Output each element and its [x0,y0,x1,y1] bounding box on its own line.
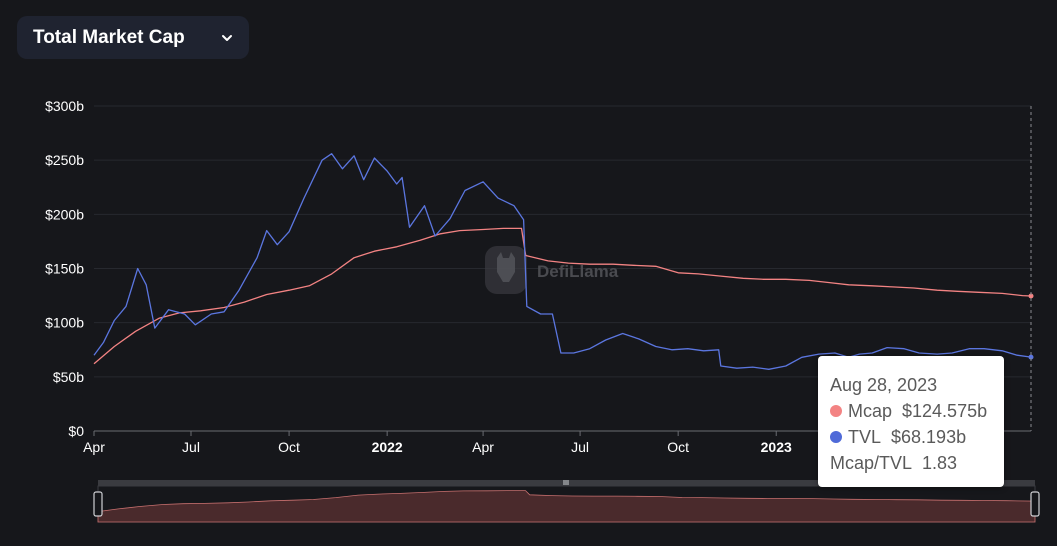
y-tick-label: $300b [45,98,84,114]
x-tick-label: Apr [472,439,494,455]
tooltip-row-tvl: TVL $68.193b [830,424,1004,450]
y-tick-label: $0 [68,423,84,439]
zoom-slider-grip[interactable] [563,480,569,485]
mcap-dot-icon [830,405,842,417]
watermark: DefiLlama [485,246,619,294]
x-tick-label: Jul [571,439,589,455]
y-axis: $0 $50b $100b $150b $200b $250b $300b [45,98,84,439]
y-tick-label: $50b [53,369,84,385]
tooltip-ratio-label: Mcap/TVL [830,453,913,473]
zoom-slider[interactable] [93,480,1040,523]
zoom-slider-handle-right[interactable] [1030,491,1040,517]
tooltip-tvl-label: TVL [848,427,882,447]
y-tick-label: $100b [45,315,84,331]
chart-grid [94,105,1031,378]
series-line-mcap [93,227,1032,365]
tvl-dot-icon [830,431,842,443]
tooltip-mcap-label: Mcap [848,401,893,421]
x-axis: Apr Jul Oct 2022 Apr Jul Oct 2023 [83,431,792,455]
x-tick-label: Oct [278,439,300,455]
x-tick-label: Jul [182,439,200,455]
x-tick-label: Oct [667,439,689,455]
metric-dropdown[interactable]: Total Market Cap [17,16,249,59]
y-tick-label: $150b [45,261,84,277]
metric-dropdown-label: Total Market Cap [33,26,185,48]
x-tick-label: 2023 [761,439,792,455]
tooltip-row-mcap: Mcap $124.575b [830,398,1004,424]
point-marker-tvl [1028,354,1034,360]
tooltip-mcap-value: $124.575b [902,401,988,421]
tooltip-ratio: Mcap/TVL 1.83 [830,450,1004,476]
x-tick-label: Apr [83,439,105,455]
zoom-slider-preview [97,490,1036,523]
point-marker-mcap [1028,293,1034,299]
x-tick-label: 2022 [372,439,403,455]
y-tick-label: $250b [45,152,84,168]
tooltip-ratio-value: 1.83 [922,453,958,473]
chart-tooltip: Aug 28, 2023 Mcap $124.575b TVL $68.193b… [818,356,1004,487]
y-tick-label: $200b [45,206,84,222]
tooltip-tvl-value: $68.193b [891,427,967,447]
chevron-down-icon [222,34,232,41]
tooltip-date: Aug 28, 2023 [830,375,938,395]
watermark-text: DefiLlama [537,262,619,281]
zoom-slider-handle-left[interactable] [93,491,103,517]
watermark-llama-icon [497,252,515,282]
